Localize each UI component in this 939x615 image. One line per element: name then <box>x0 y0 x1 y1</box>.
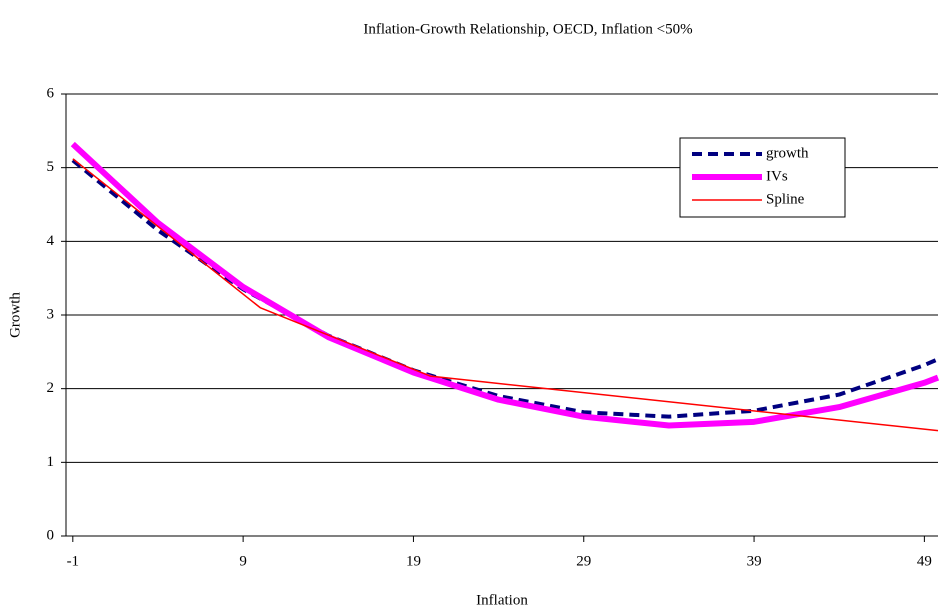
x-tick-label: 29 <box>576 553 591 569</box>
legend-label: Spline <box>766 191 805 207</box>
line <box>70 141 939 429</box>
x-axis-label: Inflation <box>476 592 528 608</box>
chart-title: Inflation-Growth Relationship, OECD, Inf… <box>363 21 692 37</box>
y-tick-label: 3 <box>47 306 55 322</box>
x-tick-label: 9 <box>239 553 247 569</box>
x-tick-label: 49 <box>917 553 932 569</box>
y-tick-label: 1 <box>47 454 55 470</box>
legend-label: IVs <box>766 168 788 184</box>
y-tick-label: 0 <box>47 527 55 543</box>
x-tick-label: 19 <box>406 553 421 569</box>
y-axis-label: Growth <box>7 292 23 338</box>
y-tick-label: 5 <box>47 159 55 175</box>
x-tick-label: -1 <box>67 553 80 569</box>
y-tick-label: 2 <box>47 380 55 396</box>
legend-label: growth <box>766 145 809 161</box>
y-tick-label: 6 <box>47 85 55 101</box>
x-tick-label: 39 <box>747 553 762 569</box>
line <box>72 158 939 432</box>
y-tick-label: 4 <box>47 233 55 249</box>
